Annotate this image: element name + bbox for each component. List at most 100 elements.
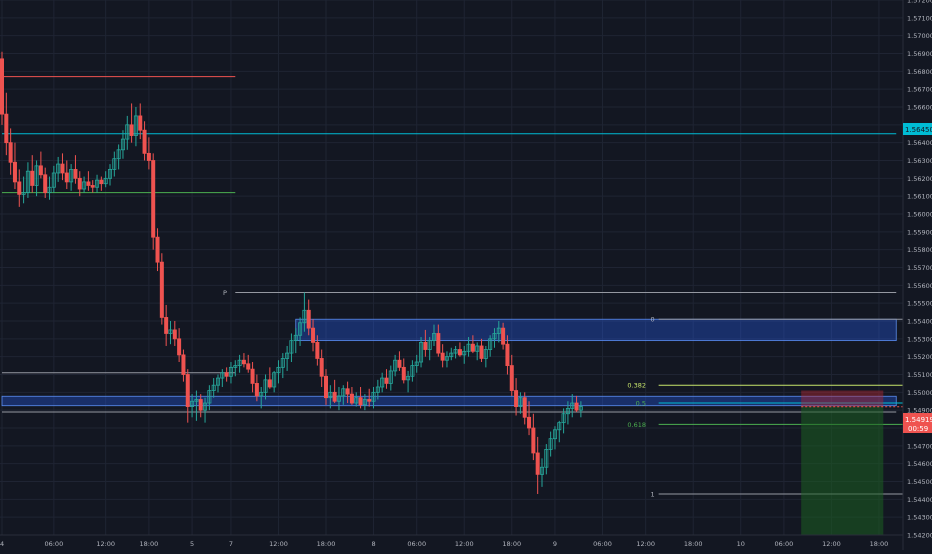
cyan-price-label: 1.56450 [905, 126, 932, 134]
candle-body [362, 399, 367, 406]
x-tick-label: 12:00 [269, 540, 288, 548]
zones [1, 318, 897, 407]
countdown-label: 00:59 [908, 425, 928, 433]
candle-body [211, 384, 216, 391]
candle-body [241, 359, 246, 365]
x-tick-label: 12:00 [636, 540, 655, 548]
x-tick-label: 9 [553, 540, 557, 548]
y-tick-label: 1.55900 [907, 228, 932, 236]
candle-body [388, 370, 393, 384]
candle-body [457, 349, 462, 356]
candle-body [129, 124, 134, 136]
candle-body [470, 343, 475, 352]
x-tick-label: 5 [190, 540, 194, 548]
y-tick-label: 1.54300 [907, 514, 932, 522]
candle-body [272, 372, 277, 388]
y-tick-label: 1.56200 [907, 175, 932, 183]
candle-body [56, 163, 61, 174]
candle-body [133, 115, 138, 136]
candle-body [336, 395, 341, 402]
candle-body [25, 170, 30, 193]
horizontal-levels [2, 76, 903, 495]
candle-body [112, 158, 117, 170]
candles [0, 51, 583, 494]
candle-body [90, 185, 95, 188]
candle-body [419, 341, 424, 363]
candle-body [561, 413, 566, 424]
candle-body [4, 113, 9, 144]
candle-body [276, 366, 281, 374]
candle-body [30, 170, 35, 186]
candle-body [103, 177, 108, 185]
supply-zone [295, 318, 897, 342]
x-tick-label: 12:00 [455, 540, 474, 548]
x-tick-label: 12:00 [822, 540, 841, 548]
y-tick-label: 1.55000 [907, 389, 932, 397]
candle-body [0, 58, 4, 115]
candle-body [237, 359, 242, 366]
candle-body [60, 163, 65, 174]
candle-body [34, 165, 39, 186]
candle-body [190, 400, 195, 407]
candle-body [384, 377, 389, 384]
x-tick-label: 4 [0, 540, 4, 548]
candle-body [444, 356, 449, 361]
candle-body [531, 427, 536, 454]
y-tick-label: 1.55800 [907, 246, 932, 254]
candle-body [410, 365, 415, 377]
candle-body [142, 129, 147, 154]
candle-body [501, 327, 506, 345]
position-tool[interactable] [801, 390, 903, 535]
candle-body [51, 172, 56, 188]
y-tick-label: 1.55400 [907, 318, 932, 326]
x-tick-label: 18:00 [317, 540, 336, 548]
level-label: P [223, 289, 227, 297]
y-tick-label: 1.54400 [907, 496, 932, 504]
y-tick-label: 1.54200 [907, 532, 932, 540]
candle-body [570, 402, 575, 409]
y-tick-label: 1.55200 [907, 353, 932, 361]
level-label: 0 [650, 316, 654, 324]
candle-body [578, 406, 583, 411]
y-tick-label: 1.56600 [907, 104, 932, 112]
level-label: 0.618 [627, 421, 646, 429]
x-tick-label: 12:00 [96, 540, 115, 548]
y-tick-label: 1.55100 [907, 371, 932, 379]
candle-body [328, 391, 333, 399]
x-tick-label: 18:00 [502, 540, 521, 548]
current-price-tag [903, 413, 932, 433]
candle-body [466, 343, 471, 352]
x-tick-label: 06:00 [407, 540, 426, 548]
candle-body [194, 399, 199, 402]
candle-body [552, 429, 557, 440]
x-tick-label: 06:00 [44, 540, 63, 548]
candle-body [522, 397, 527, 418]
candle-body [397, 359, 402, 368]
candle-body [263, 379, 268, 393]
y-tick-label: 1.56400 [907, 139, 932, 147]
candle-body [267, 379, 272, 388]
candle-body [233, 365, 238, 368]
y-tick-label: 1.56100 [907, 193, 932, 201]
candle-body [293, 334, 298, 342]
candle-body [138, 115, 143, 131]
candle-body [298, 322, 303, 336]
x-tick-label: 06:00 [775, 540, 794, 548]
candle-body [535, 452, 540, 475]
candle-body [280, 358, 285, 368]
candle-body [492, 333, 497, 340]
candle-body [95, 179, 100, 188]
level-label: 0.382 [627, 382, 646, 390]
candle-body [12, 161, 17, 183]
candle-body [514, 390, 519, 407]
current-price-label: 1.54919 [905, 416, 932, 424]
y-tick-label: 1.55700 [907, 264, 932, 272]
candle-body [315, 341, 320, 359]
candle-body [125, 124, 130, 140]
candle-body [475, 345, 480, 352]
candle-body [203, 402, 208, 411]
candle-body [224, 372, 229, 377]
